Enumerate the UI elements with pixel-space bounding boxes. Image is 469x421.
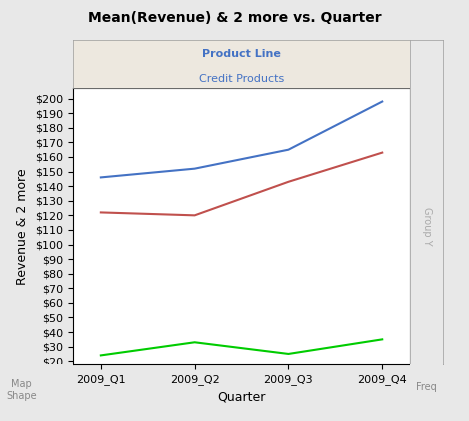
Text: Freq: Freq	[416, 382, 437, 392]
X-axis label: Quarter: Quarter	[217, 390, 266, 403]
Y-axis label: Revenue & 2 more: Revenue & 2 more	[16, 168, 29, 285]
Text: Map
Shape: Map Shape	[7, 379, 37, 400]
Text: Credit Products: Credit Products	[199, 74, 284, 84]
Text: Mean(Revenue) & 2 more vs. Quarter: Mean(Revenue) & 2 more vs. Quarter	[88, 11, 381, 24]
Text: Group Y: Group Y	[422, 207, 432, 245]
Text: Product Line: Product Line	[202, 48, 281, 59]
